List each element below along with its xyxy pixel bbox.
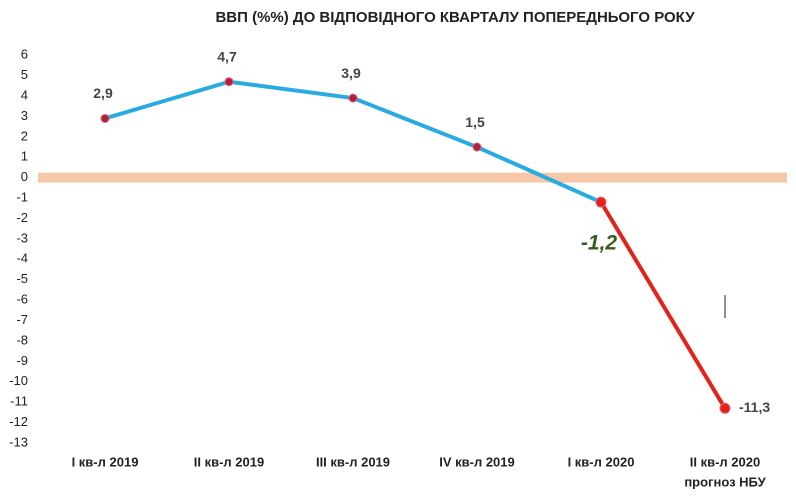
zero-band: [38, 172, 787, 183]
point: [595, 196, 607, 208]
y-tick-label: 2: [21, 128, 28, 143]
y-tick-label: 4: [21, 87, 28, 102]
point: [719, 402, 731, 414]
chart-title: ВВП (%%) ДО ВІДПОВІДНОГО КВАРТАЛУ ПОПЕРЕ…: [215, 9, 695, 26]
value-label: 3,9: [341, 65, 361, 81]
series-line: [599, 201, 727, 410]
x-tick-label: I кв-л 2020: [568, 454, 635, 469]
y-tick-label: 1: [21, 149, 28, 164]
y-tick-label: -2: [16, 210, 28, 225]
point: [348, 93, 358, 103]
point: [100, 113, 110, 123]
y-tick-label: -4: [16, 251, 28, 266]
y-tick-label: -1: [16, 190, 28, 205]
value-label: 2,9: [93, 85, 113, 101]
y-tick-label: -9: [16, 353, 28, 368]
y-tick-label: -12: [9, 414, 28, 429]
x-tick-label: IV кв-л 2019: [439, 454, 515, 469]
y-tick-label: -13: [9, 434, 28, 449]
value-label: 1,5: [465, 114, 485, 130]
annotation: прогноз НБУ: [684, 474, 766, 489]
x-tick-label: II кв-л 2019: [194, 454, 264, 469]
y-tick-label: -6: [16, 292, 28, 307]
x-tick-label: III кв-л 2019: [316, 454, 390, 469]
y-tick-label: -3: [16, 230, 28, 245]
value-label: -11,3: [739, 399, 770, 415]
y-tick-label: -10: [9, 373, 28, 388]
y-tick-label: -8: [16, 332, 28, 347]
point: [224, 77, 234, 87]
y-tick-label: -5: [16, 271, 28, 286]
y-tick-label: 6: [21, 47, 28, 62]
y-tick-label: 3: [21, 108, 28, 123]
y-tick-label: 5: [21, 67, 28, 82]
y-tick-label: -7: [16, 312, 28, 327]
value-label: -1,2: [581, 232, 618, 255]
point: [472, 142, 482, 152]
x-tick-label: I кв-л 2019: [72, 454, 139, 469]
value-label: 4,7: [217, 48, 237, 64]
y-tick-label: 0: [21, 169, 28, 184]
y-tick-label: -11: [10, 394, 28, 409]
x-tick-label: II кв-л 2020: [690, 454, 760, 469]
